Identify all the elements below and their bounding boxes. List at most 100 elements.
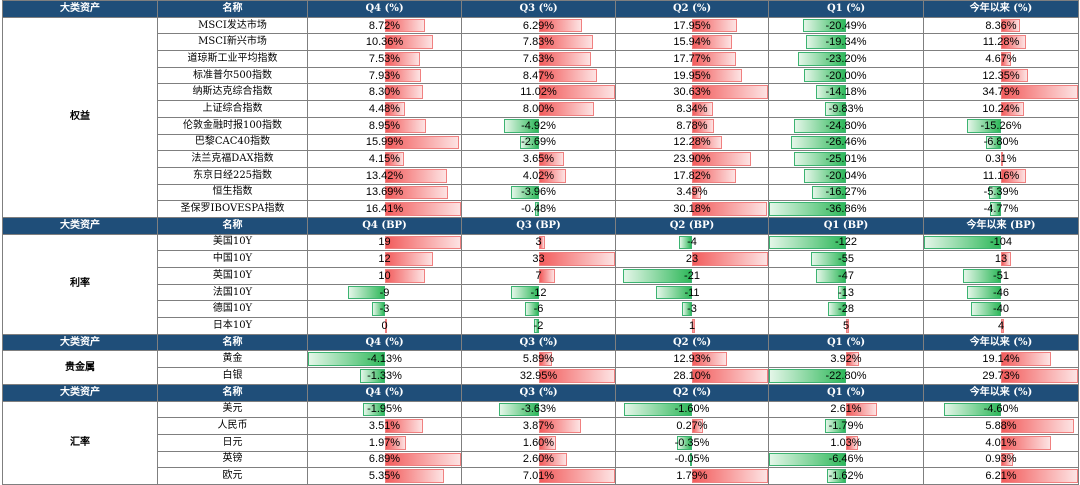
asset-name-cell: 黄金 <box>157 350 308 369</box>
positive-bar <box>384 252 433 266</box>
value-cell: 2.61% <box>768 400 924 419</box>
value-text: -4.60% <box>983 403 1019 416</box>
value-text: 5.88% <box>985 420 1017 433</box>
column-header: 大类资产 <box>2 383 158 402</box>
value-text: -9.83% <box>828 102 864 115</box>
column-header: Q2 (%) <box>615 333 769 352</box>
value-text: 3.65% <box>522 153 555 166</box>
value-cell: 7 <box>461 267 616 285</box>
negative-bar <box>805 35 846 50</box>
table-row: 圣保罗IBOVESPA指数 16.41% -0.48% 30.18% -36.86% -4… <box>3 200 1079 218</box>
value-text: 4.02% <box>522 169 555 182</box>
asset-name-cell: 美元 <box>157 400 308 419</box>
asset-name-cell: 圣保罗IBOVESPA指数 <box>157 200 308 218</box>
table-row: 巴黎CAC40指数 15.99% -2.69% 12.28% -26.46% -6.80% <box>3 133 1079 152</box>
column-header: Q3 (%) <box>461 383 616 402</box>
asset-name-cell: 巴黎CAC40指数 <box>157 133 308 152</box>
value-cell: 8.47% <box>461 66 616 85</box>
value-text: 6.89% <box>368 453 401 466</box>
negative-bar <box>348 285 385 300</box>
negative-bar <box>535 202 539 216</box>
value-text: -2 <box>533 319 544 332</box>
value-cell: -6.80% <box>923 133 1079 152</box>
negative-bar <box>803 18 846 33</box>
value-text: 1 <box>688 319 696 332</box>
positive-bar <box>1001 168 1026 183</box>
value-cell: 1.60% <box>461 433 616 452</box>
positive-bar <box>1001 252 1011 266</box>
value-cell: 30.63% <box>615 83 769 102</box>
value-cell: 0 <box>307 317 462 335</box>
negative-bar <box>963 269 1001 283</box>
value-text: 32.95% <box>519 369 558 382</box>
value-text: 0 <box>381 319 388 332</box>
value-cell: -3 <box>615 300 769 319</box>
value-cell: 4.02% <box>461 166 616 185</box>
table-row: 伦敦金融时报100指数 8.95% -4.92% 8.78% -24.80% -15.26… <box>3 116 1079 135</box>
value-cell: 8.34% <box>615 100 769 118</box>
value-text: 7.53% <box>368 52 401 65</box>
positive-bar <box>538 435 556 450</box>
value-text: 8.72% <box>368 19 401 32</box>
value-cell: 19.14% <box>923 350 1079 369</box>
positive-bar <box>384 118 427 133</box>
table-row: 权益 MSCI发达市场 8.72% 6.29% 17.95% -20.49% 8.36% <box>2 16 1079 218</box>
value-cell: 8.30% <box>307 83 462 102</box>
value-text: -1.62% <box>828 470 864 483</box>
value-text: -22.80% <box>825 369 867 382</box>
negative-bar <box>504 118 539 133</box>
positive-bar <box>846 352 860 367</box>
value-text: -28 <box>838 303 854 316</box>
asset-name-cell: 中国10Y <box>157 250 308 268</box>
positive-bar <box>538 419 581 433</box>
table-row: 纳斯达克综合指数 8.30% 11.02% 30.63% -14.18% 34.79% <box>3 83 1079 102</box>
table-row: 日元 1.97% 1.60% -0.35% 1.03% 4.01% <box>3 433 1079 452</box>
positive-bar <box>1001 369 1078 383</box>
negative-bar <box>816 85 846 100</box>
positive-bar <box>1001 18 1020 33</box>
negative-bar <box>790 135 846 150</box>
value-text: 23.90% <box>673 153 711 166</box>
positive-bar <box>538 152 564 166</box>
value-text: 3 <box>535 236 542 249</box>
value-text: 17.95% <box>673 19 711 32</box>
value-cell: -25.01% <box>768 150 924 168</box>
value-cell: 7.83% <box>461 33 616 52</box>
positive-bar <box>692 68 742 83</box>
column-header: Q1 (BP) <box>768 216 924 235</box>
value-cell: -22.80% <box>768 367 924 385</box>
column-header: Q4 (BP) <box>307 216 462 235</box>
positive-bar <box>384 185 449 200</box>
value-text: 13.69% <box>365 186 404 199</box>
value-text: 3.87% <box>522 420 555 433</box>
value-cell: 8.72% <box>307 16 462 35</box>
column-header: Q2 (BP) <box>615 216 769 235</box>
asset-name-cell: 日元 <box>157 433 308 452</box>
value-text: -1.79% <box>828 420 864 433</box>
column-header: Q1 (%) <box>768 333 924 352</box>
value-cell: -0.48% <box>461 200 616 218</box>
category-cell: 利率 <box>2 233 158 335</box>
positive-bar <box>538 369 615 383</box>
value-text: 4.48% <box>368 102 401 115</box>
value-cell: -21 <box>615 267 769 285</box>
value-text: -19.34% <box>825 36 867 49</box>
negative-bar <box>825 102 846 116</box>
value-text: 7.01% <box>522 470 555 483</box>
negative-bar <box>804 168 846 183</box>
value-cell: -4.77% <box>923 200 1079 218</box>
positive-bar <box>692 185 701 200</box>
value-cell: 23.90% <box>615 150 769 168</box>
value-text: -16.27% <box>825 186 867 199</box>
positive-bar <box>384 102 406 116</box>
positive-bar <box>692 35 732 50</box>
section-header-row: 大类资产 名称 Q4 (%) Q3 (%) Q2 (%) Q1 (%) 今年以来 (%) <box>2 383 1079 402</box>
positive-bar <box>692 419 704 433</box>
value-text: -0.35% <box>674 436 710 449</box>
section-header-row: 大类资产 名称 Q4 (%) Q3 (%) Q2 (%) Q1 (%) 今年以来 (%) <box>2 0 1079 18</box>
positive-bar <box>692 168 737 183</box>
positive-bar <box>538 168 567 183</box>
value-cell: 13.69% <box>307 183 462 202</box>
value-cell: 6.89% <box>307 450 462 469</box>
